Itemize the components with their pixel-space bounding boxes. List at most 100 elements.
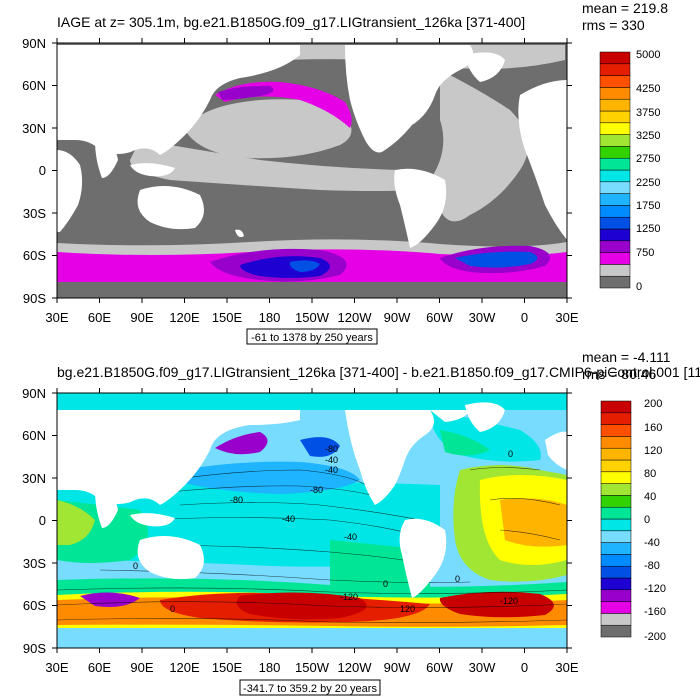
colorbar-swatch [600, 412, 632, 425]
colorbar-swatch [599, 51, 631, 65]
colorbar-swatch [600, 424, 632, 437]
panel1-lat-axis: 90N 60N 30N 0 30S 60S 90S [22, 36, 572, 306]
colorbar-swatch [600, 565, 632, 579]
colorbar-label: 5000 [636, 49, 660, 61]
panel2-lat-axis: 90N 60N 30N 0 30S 60S 90S [22, 386, 572, 656]
colorbar-label: -40 [644, 537, 660, 549]
panel1-colorbar-labels: 5000 4250 3750 3250 2750 2250 1750 1250 … [636, 49, 660, 293]
colorbar-swatch [599, 63, 631, 76]
antarctic-shelf [57, 282, 567, 298]
arctic-teal [57, 393, 567, 410]
colorbar-swatch [600, 542, 632, 555]
alaska-blue [300, 437, 340, 457]
lon-label: 120W [338, 310, 373, 325]
colorbar-label: -120 [644, 583, 666, 595]
colorbar-swatch [600, 400, 632, 414]
colorbar-swatch [599, 110, 631, 124]
colorbar-swatch [600, 459, 632, 473]
lat-label: 0 [39, 163, 46, 178]
north-pacific-gyre [185, 99, 352, 159]
contour-label: -80 [325, 444, 338, 454]
colorbar-swatch [599, 146, 631, 159]
okhotsk-purple-2 [215, 432, 268, 455]
lon-label: 90W [384, 660, 411, 675]
colorbar-swatch [600, 613, 632, 626]
labrador-green [440, 430, 490, 456]
colorbar-label: -200 [644, 631, 666, 643]
lat-label: 30S [23, 556, 46, 571]
lat-label: 90S [23, 641, 46, 656]
atlantic-light [430, 70, 528, 222]
colorbar-swatch [599, 216, 631, 230]
colorbar-swatch [599, 264, 631, 277]
lon-label: 30E [555, 660, 578, 675]
colorbar-swatch [599, 134, 631, 147]
colorbar-swatch [600, 601, 632, 614]
contour-label: -40 [282, 514, 295, 524]
lat-label: 90S [23, 291, 46, 306]
indian-lime [57, 500, 95, 545]
colorbar-swatch [599, 275, 631, 289]
lon-label: 120W [338, 660, 373, 675]
panel2-map [57, 393, 567, 648]
lon-label: 30W [469, 310, 496, 325]
colorbar-label: -80 [644, 560, 660, 572]
lat-label: 30N [22, 471, 46, 486]
colorbar-label: 4250 [636, 83, 660, 95]
lon-label: 30W [469, 660, 496, 675]
age-map-panel: IAGE at z= 305.1m, bg.e21.B1850G.f09_g17… [22, 0, 668, 345]
lon-label: 150W [295, 310, 330, 325]
contour-label: -120 [340, 592, 358, 602]
lon-label: 150W [295, 660, 330, 675]
colorbar-swatch [599, 228, 631, 242]
panel1-land [57, 45, 567, 248]
panel2-lon-axis: 30E 60E 90E 120E 150E 180 150W 120W 90W … [45, 388, 579, 675]
lon-label: 30E [555, 310, 578, 325]
panel2-mean: mean = -4.111 [582, 349, 671, 365]
colorbar-label: 750 [636, 247, 654, 259]
contour-label: 0 [383, 579, 388, 589]
lon-label: 120E [169, 660, 200, 675]
colorbar-swatch [599, 193, 631, 206]
colorbar-swatch [600, 436, 632, 449]
panel1-rms: rms = 330 [582, 17, 645, 33]
lon-label: 90W [384, 310, 411, 325]
colorbar-swatch [600, 530, 632, 543]
colorbar-swatch [600, 518, 632, 532]
panel1-range-label: -61 to 1378 by 250 years [251, 332, 373, 344]
colorbar-label: 0 [644, 514, 650, 526]
lon-label: 120E [169, 310, 200, 325]
lon-label: 90E [130, 310, 153, 325]
lon-label: 60W [426, 660, 453, 675]
panel2-title: bg.e21.B1850G.f09_g17.LIGtransient_126ka… [57, 364, 700, 380]
southern-pacific-blue [289, 260, 320, 272]
contour-label: 0 [170, 604, 175, 614]
panel2-colorbar-labels: 200 160 120 80 40 0 -40 -80 -120 -160 -2… [644, 398, 666, 643]
panel1-mean: mean = 219.8 [582, 0, 668, 16]
lon-label: 0 [521, 660, 528, 675]
lat-label: 60S [23, 598, 46, 613]
panel2-rms: rms = 80.46 [582, 366, 657, 382]
lon-label: 180 [259, 660, 281, 675]
colorbar-swatch [600, 589, 632, 602]
colorbar-swatch [599, 169, 631, 183]
colorbar-swatch [599, 75, 631, 88]
panel1-title: IAGE at z= 305.1m, bg.e21.B1850G.f09_g17… [57, 14, 525, 30]
colorbar-swatch [600, 506, 632, 520]
colorbar-label: 200 [644, 398, 662, 410]
lat-label: 90N [22, 386, 46, 401]
lon-label: 0 [521, 310, 528, 325]
colorbar-label: 2250 [636, 177, 660, 189]
colorbar-label: 40 [644, 491, 656, 503]
contour-label: -120 [500, 596, 518, 606]
contour-label: -40 [344, 532, 357, 542]
contour-label: 0 [508, 449, 513, 459]
contour-label: 120 [400, 604, 415, 614]
lon-label: 150E [212, 660, 243, 675]
colorbar-swatch [600, 471, 632, 484]
colorbar-swatch [599, 98, 631, 112]
panel2-colorbar [600, 400, 632, 638]
lon-label: 30E [45, 660, 68, 675]
colorbar-label: -160 [644, 606, 666, 618]
lon-label: 60E [88, 310, 111, 325]
